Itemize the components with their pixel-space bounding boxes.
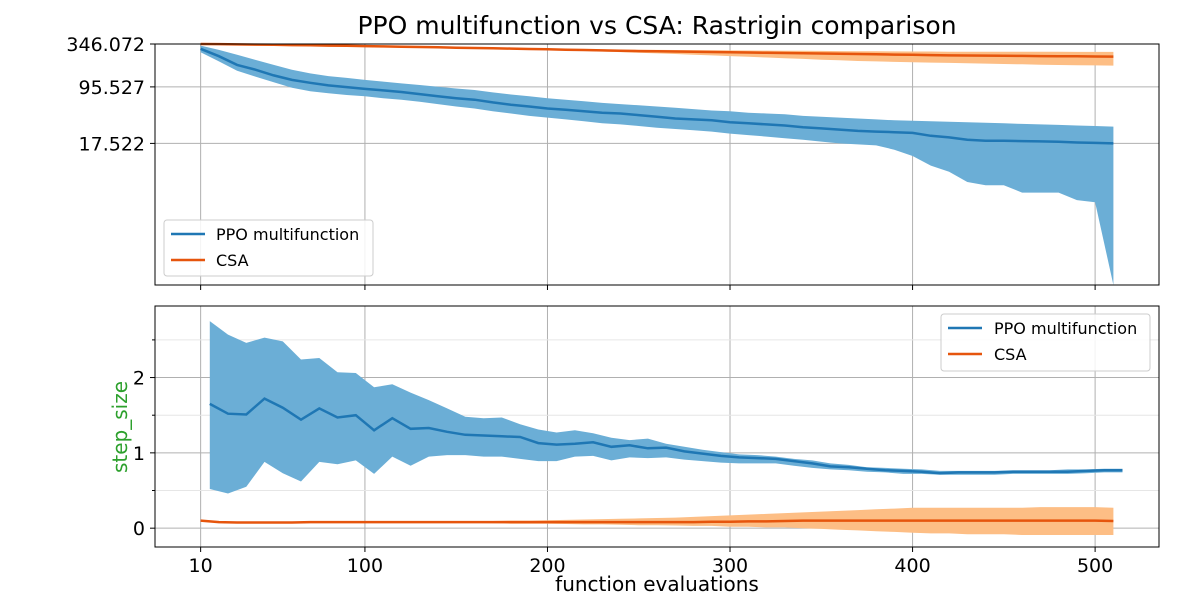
csa-series-band [200, 44, 1114, 66]
x-axis-label: function evaluations [555, 572, 759, 596]
y-tick-label: 0 [133, 518, 145, 540]
ppo-series-band [209, 321, 1123, 494]
csa-series-line [200, 42, 1114, 58]
csa-series-line [200, 519, 1114, 524]
x-tick-label: 100 [347, 555, 383, 577]
y-tick-label: 1 [133, 443, 145, 465]
top-y-ticks: 17.522 95.527 346.072 [66, 34, 155, 155]
bottom-legend: PPO multifunction CSA [940, 313, 1151, 372]
ppo-series-band [200, 45, 1114, 285]
bottom-panel: 0 1 2 10 100 200 300 400 500 step_size PPO mult… [108, 305, 1160, 577]
y-tick-label: 95.527 [79, 77, 145, 99]
bottom-x-ticks: 10 100 200 300 400 500 [189, 547, 1113, 577]
bottom-legend-ppo-label: PPO multifunction [994, 319, 1137, 338]
top-x-ticks [200, 285, 1096, 290]
bottom-lines [200, 397, 1123, 524]
top-panel: 17.522 95.527 346.072 PPO multifunction CS… [66, 34, 1160, 290]
y-tick-label: 2 [133, 368, 145, 390]
bottom-legend-box [940, 313, 1151, 372]
top-legend-ppo-label: PPO multifunction [216, 225, 359, 244]
x-tick-label: 200 [529, 555, 565, 577]
top-lines [200, 42, 1114, 145]
bottom-y-axis-label: step_size [108, 381, 132, 473]
bottom-plot-frame [154, 305, 1160, 548]
y-tick-label: 346.072 [66, 34, 145, 56]
bottom-y-ticks: 0 1 2 [133, 339, 155, 540]
x-tick-label: 10 [189, 555, 213, 577]
chart-title: PPO multifunction vs CSA: Rastrigin comp… [357, 11, 956, 40]
top-plot-frame [154, 43, 1160, 286]
ppo-series-line [209, 397, 1123, 475]
top-legend-box [163, 219, 374, 277]
top-bands [200, 44, 1114, 285]
y-tick-label: 17.522 [79, 133, 145, 155]
bottom-legend-csa-label: CSA [994, 345, 1027, 364]
x-tick-label: 400 [894, 555, 930, 577]
top-legend: PPO multifunction CSA [163, 219, 374, 277]
x-tick-label: 500 [1077, 555, 1113, 577]
top-legend-csa-label: CSA [216, 251, 249, 270]
ppo-series-line [200, 47, 1114, 145]
x-tick-label: 300 [712, 555, 748, 577]
